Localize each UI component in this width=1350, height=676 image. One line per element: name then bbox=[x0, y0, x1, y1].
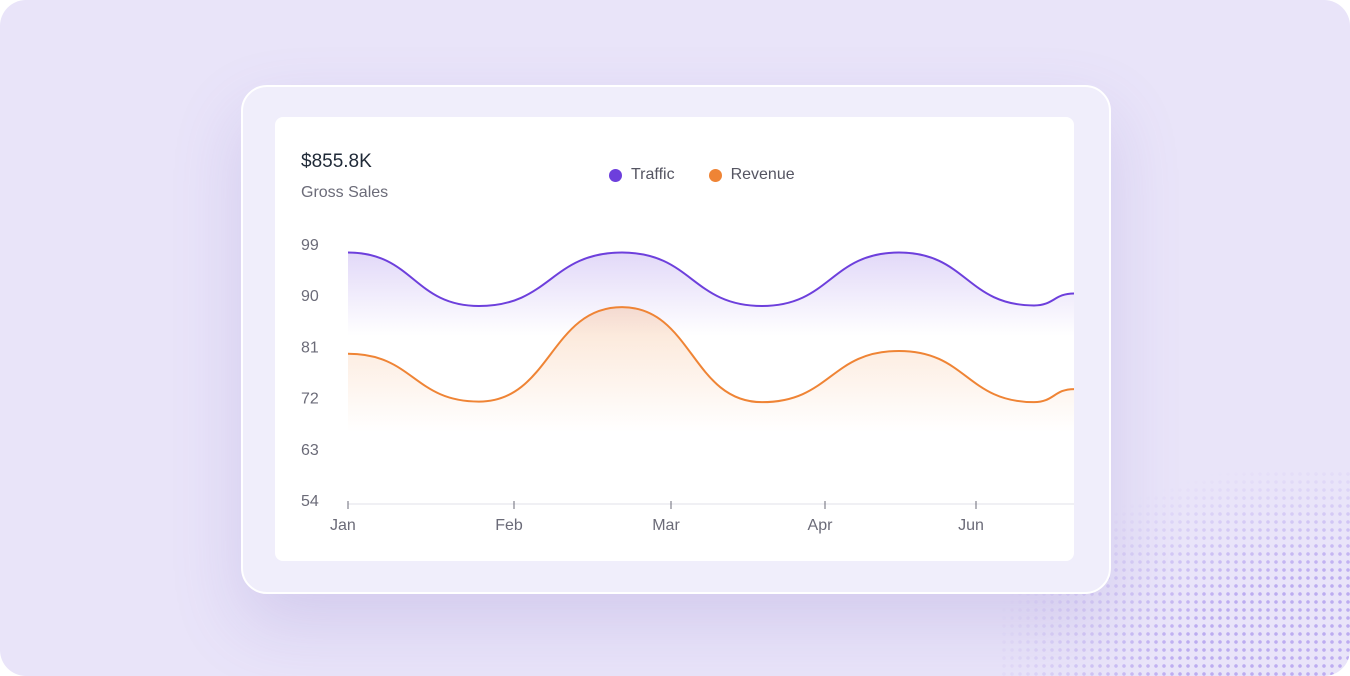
gross-sales-total: $855.8K bbox=[301, 151, 372, 172]
y-tick-label: 81 bbox=[301, 339, 319, 356]
x-tick-label: Mar bbox=[652, 517, 680, 534]
legend-label-revenue: Revenue bbox=[730, 166, 795, 183]
x-tick-label: Jun bbox=[958, 517, 984, 534]
x-tick-label: Feb bbox=[495, 517, 523, 534]
series-line-revenue[interactable] bbox=[347, 306, 1074, 404]
sales-chart-card: $855.8K Gross Sales Traffic Revenue bbox=[275, 117, 1074, 561]
legend-item-revenue[interactable]: Revenue bbox=[708, 166, 795, 184]
legend-label-traffic: Traffic bbox=[631, 166, 675, 183]
y-tick-label: 54 bbox=[301, 493, 319, 510]
y-tick-label: 99 bbox=[301, 237, 319, 254]
legend-dot-traffic bbox=[609, 168, 622, 182]
y-tick-label: 72 bbox=[301, 391, 319, 408]
series-line-traffic[interactable] bbox=[347, 251, 1074, 308]
line-area-chart: 99 90 81 72 63 54 Jan Feb Mar Apr Jun bbox=[301, 237, 1074, 534]
x-tick-label: Jan bbox=[330, 517, 356, 534]
x-tick-label: Apr bbox=[808, 517, 834, 534]
y-tick-label: 63 bbox=[301, 442, 319, 459]
area-fill-traffic bbox=[348, 252, 1074, 337]
legend-item-traffic[interactable]: Traffic bbox=[609, 166, 675, 184]
gross-sales-label: Gross Sales bbox=[301, 184, 389, 201]
area-fill-revenue bbox=[348, 307, 1074, 433]
legend-dot-revenue bbox=[708, 168, 722, 182]
chart-legend: Traffic Revenue bbox=[609, 166, 795, 184]
y-tick-label: 90 bbox=[301, 288, 319, 305]
